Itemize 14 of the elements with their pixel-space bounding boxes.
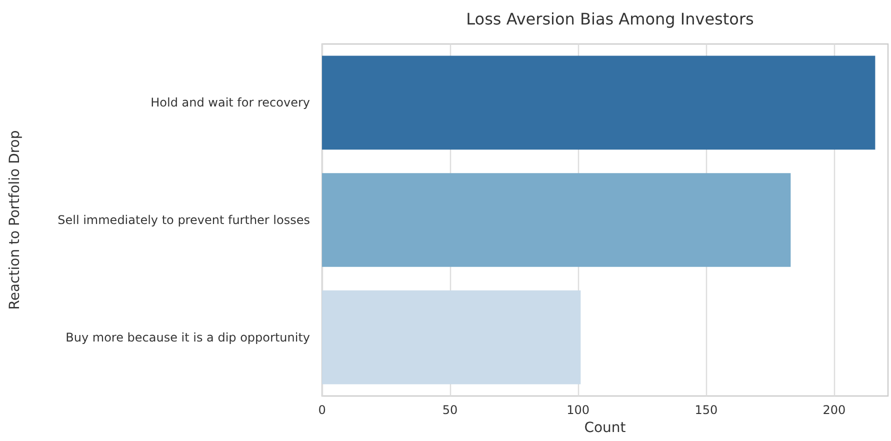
x-tick-label: 150	[694, 403, 718, 417]
bar	[322, 56, 876, 150]
x-axis-title: Count	[584, 420, 626, 436]
bar	[322, 290, 581, 384]
bar	[322, 173, 791, 267]
y-tick-label: Hold and wait for recovery	[150, 96, 310, 110]
x-tick-label: 50	[442, 403, 458, 417]
x-tick-label: 0	[318, 403, 326, 417]
y-axis-title: Reaction to Portfolio Drop	[7, 130, 23, 310]
chart-title: Loss Aversion Bias Among Investors	[466, 10, 754, 28]
x-tick-label: 100	[566, 403, 590, 417]
y-tick-label: Sell immediately to prevent further losses	[58, 213, 310, 227]
y-tick-label: Buy more because it is a dip opportunity	[66, 330, 310, 344]
x-tick-label: 200	[822, 403, 846, 417]
